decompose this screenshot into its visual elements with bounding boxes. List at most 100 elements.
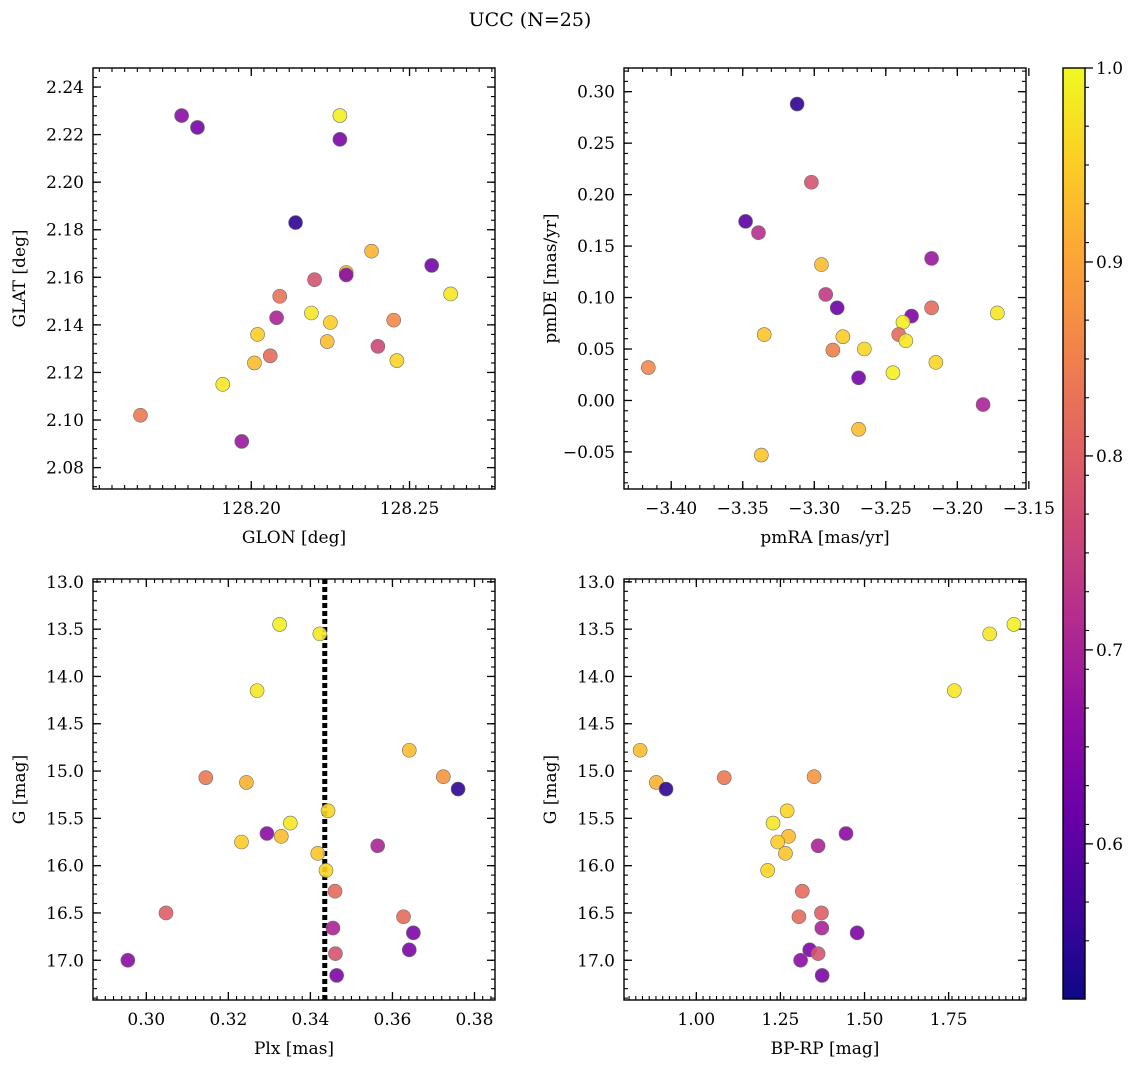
panel-3: 0.30 0.32 0.34 0.36 0.38 13.0 13.5 14.0 14.5 15.0… (10, 573, 496, 1059)
y-tick-label: 2.24 (46, 78, 84, 98)
data-point (310, 846, 326, 861)
data-point (364, 243, 379, 259)
x-tick-label: 1.00 (677, 1010, 715, 1030)
data-point (272, 289, 288, 304)
major-ticks (624, 68, 1030, 489)
data-point (133, 407, 148, 423)
data-point (849, 925, 865, 941)
y-axis-label: pmDE [mas/yr] (541, 213, 561, 343)
y-tick-label: 0.30 (577, 83, 615, 103)
data-point (814, 905, 829, 921)
data-point (307, 272, 322, 287)
data-point (436, 769, 451, 785)
data-point (234, 834, 249, 850)
x-tick-label: −3.15 (1003, 499, 1055, 519)
x-tick-label: 1.25 (761, 1010, 799, 1030)
data-point (814, 257, 829, 272)
y-axis-label: G [mag] (541, 755, 561, 824)
data-point (835, 329, 851, 344)
data-point (818, 287, 834, 302)
data-point (325, 920, 341, 936)
data-point (924, 300, 939, 316)
data-point (751, 225, 766, 240)
data-point (215, 377, 231, 392)
data-point (1006, 617, 1022, 632)
y-tick-label: 2.08 (46, 459, 84, 479)
y-tick-label: 15.0 (577, 762, 615, 782)
axes-frame (623, 67, 1027, 490)
data-point (791, 909, 807, 925)
data-point (320, 803, 336, 819)
colorbar-tick-label: 1.0 (1096, 59, 1123, 79)
y-tick-label: 13.0 (46, 573, 84, 593)
x-tick-label: 128.20 (222, 499, 281, 519)
data-point (318, 863, 334, 878)
y-tick-label: 2.12 (46, 363, 84, 383)
data-point (249, 683, 265, 698)
y-tick-label: 14.0 (46, 667, 84, 687)
data-point (947, 683, 962, 698)
data-point (838, 826, 854, 841)
y-tick-label: 0.05 (577, 340, 615, 360)
data-point (895, 314, 911, 330)
data-point (658, 781, 674, 797)
data-point (779, 803, 795, 819)
data-point (190, 120, 205, 135)
points (133, 108, 458, 449)
data-point (857, 341, 872, 357)
y-tick-label: 16.5 (577, 904, 615, 924)
data-point (304, 305, 319, 321)
data-point (370, 838, 385, 854)
x-axis-label: Plx [mas] (254, 1039, 334, 1059)
minor-ticks (624, 579, 1027, 1000)
major-ticks (93, 579, 495, 1000)
panel-1: 128.20 128.25 2.08 2.10 2.12 2.14 2.16 2.18 2.20… (10, 67, 496, 548)
data-point (982, 626, 997, 642)
data-point (370, 338, 386, 354)
x-tick-label: 128.25 (380, 499, 439, 519)
data-point (804, 174, 819, 190)
points (641, 96, 1005, 463)
y-axis-label: G [mag] (10, 755, 30, 824)
data-point (851, 370, 866, 386)
colorbar-tick-label: 0.8 (1096, 447, 1123, 467)
x-axis-label: GLON [deg] (242, 528, 346, 548)
y-axis-label: GLAT [deg] (10, 229, 30, 327)
x-tick-label: −3.40 (645, 499, 697, 519)
colorbar: 0.6 0.7 0.8 0.9 1.0 (1062, 59, 1123, 1000)
x-tick-label: −3.25 (860, 499, 912, 519)
scatter-panels: 128.20 128.25 2.08 2.10 2.12 2.14 2.16 2.18 2.20… (10, 67, 1055, 1059)
data-point (259, 826, 275, 841)
figure-title: UCC (N=25) (469, 9, 592, 31)
x-axis-label: pmRA [mas/yr] (760, 528, 889, 548)
data-point (269, 310, 284, 326)
axes-frame (92, 67, 496, 490)
y-tick-label: 15.5 (577, 809, 615, 829)
data-point (810, 946, 826, 961)
y-tick-label: 0.25 (577, 134, 615, 154)
data-point (990, 305, 1005, 321)
data-point (443, 286, 458, 302)
data-point (825, 342, 841, 358)
y-tick-label: 2.16 (46, 268, 84, 288)
minor-ticks (93, 67, 495, 489)
data-point (760, 863, 775, 878)
y-tick-label: 2.10 (46, 411, 84, 431)
data-point (851, 421, 866, 437)
y-tick-label: 2.20 (46, 173, 84, 193)
major-ticks (624, 579, 1026, 1000)
data-point (386, 312, 402, 328)
colorbar-tick-label: 0.7 (1096, 641, 1123, 661)
data-point (778, 846, 793, 861)
data-point (401, 742, 417, 758)
data-point (323, 315, 338, 330)
data-point (262, 348, 278, 364)
data-point (288, 215, 303, 230)
data-point (450, 781, 466, 797)
data-point (158, 905, 174, 921)
data-point (641, 360, 656, 375)
data-point (424, 258, 439, 273)
data-point (120, 952, 136, 968)
data-point (924, 251, 939, 266)
data-point (406, 925, 421, 941)
